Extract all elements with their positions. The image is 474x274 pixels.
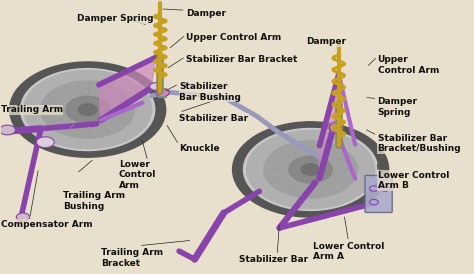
Polygon shape (319, 74, 339, 178)
Circle shape (156, 89, 169, 97)
Text: Stabilizer Bar
Bracket/Bushing: Stabilizer Bar Bracket/Bushing (377, 134, 461, 153)
Text: Trailing Arm
Bushing: Trailing Arm Bushing (63, 191, 125, 211)
Text: Trailing Arm: Trailing Arm (0, 105, 63, 115)
Text: Knuckle: Knuckle (179, 144, 219, 153)
Circle shape (244, 129, 378, 210)
Circle shape (78, 104, 97, 115)
Circle shape (24, 70, 152, 149)
Text: Lower
Control
Arm: Lower Control Arm (119, 160, 156, 190)
Text: Stabilizer Bar Bracket: Stabilizer Bar Bracket (186, 55, 297, 64)
Circle shape (381, 186, 390, 191)
Text: Damper Spring: Damper Spring (76, 14, 153, 23)
Circle shape (246, 130, 374, 209)
Text: Damper: Damper (186, 9, 226, 18)
Circle shape (41, 81, 135, 138)
Text: Lower Control
Arm B: Lower Control Arm B (377, 171, 449, 190)
Text: Damper
Spring: Damper Spring (377, 97, 418, 117)
FancyBboxPatch shape (365, 175, 392, 212)
Circle shape (289, 156, 332, 183)
Circle shape (9, 62, 166, 157)
Text: Upper
Control Arm: Upper Control Arm (377, 55, 439, 75)
Text: Damper: Damper (306, 38, 346, 46)
Text: Compensator Arm: Compensator Arm (0, 220, 92, 229)
Circle shape (369, 186, 378, 191)
Circle shape (301, 164, 320, 175)
Circle shape (233, 122, 389, 217)
Circle shape (150, 83, 162, 90)
Text: Trailing Arm
Bracket: Trailing Arm Bracket (101, 249, 163, 268)
Text: Stabilizer
Bar Bushing: Stabilizer Bar Bushing (179, 82, 241, 102)
Text: Upper Control Arm: Upper Control Arm (186, 33, 281, 42)
Polygon shape (99, 55, 156, 120)
Text: Stabilizer Bar: Stabilizer Bar (239, 255, 309, 264)
Circle shape (66, 96, 109, 123)
Text: Stabilizer Bar: Stabilizer Bar (179, 114, 248, 123)
Circle shape (329, 123, 344, 132)
Circle shape (16, 213, 30, 221)
Circle shape (369, 199, 378, 205)
Circle shape (20, 68, 155, 150)
Circle shape (36, 137, 54, 148)
Circle shape (264, 141, 357, 198)
Text: Lower Control
Arm A: Lower Control Arm A (313, 242, 384, 261)
Circle shape (0, 125, 16, 135)
